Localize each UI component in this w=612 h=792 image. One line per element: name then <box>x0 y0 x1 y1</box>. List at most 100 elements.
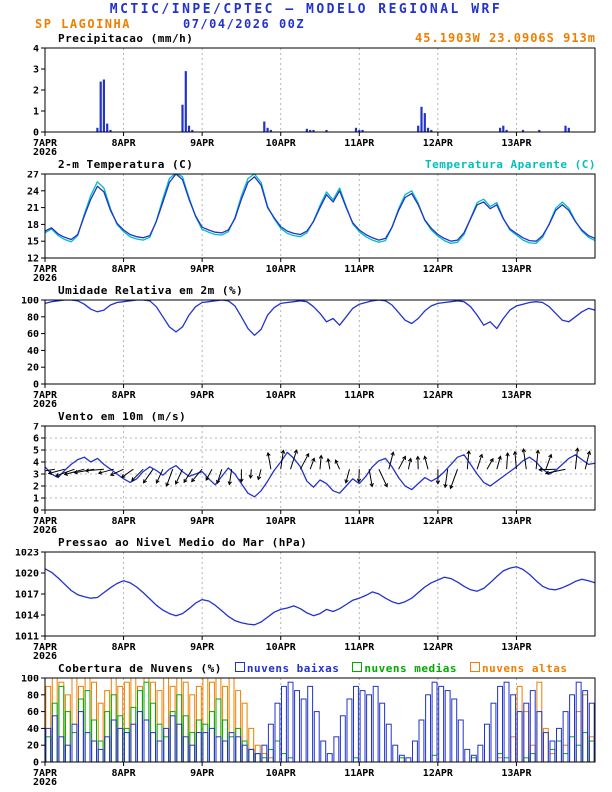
svg-text:5: 5 <box>33 446 39 457</box>
y-axis: 0 20 40 60 80 100 <box>21 297 45 391</box>
svg-text:2026: 2026 <box>33 399 57 409</box>
gridlines <box>123 174 517 258</box>
svg-text:8APR: 8APR <box>112 264 137 275</box>
svg-text:13APR: 13APR <box>501 264 532 275</box>
svg-text:0: 0 <box>33 506 39 517</box>
svg-text:3: 3 <box>33 470 39 481</box>
svg-text:9APR: 9APR <box>190 642 215 653</box>
rh2m-series <box>45 300 595 336</box>
panel-temperature-head: 2-m Temperatura (C) Temperatura Aparente… <box>0 157 612 171</box>
svg-text:1: 1 <box>33 107 39 118</box>
svg-text:12: 12 <box>27 254 39 265</box>
svg-text:10APR: 10APR <box>266 264 297 275</box>
svg-text:8APR: 8APR <box>112 138 137 149</box>
svg-text:7APR: 7APR <box>33 264 58 275</box>
svg-text:9APR: 9APR <box>190 768 215 779</box>
svg-text:8APR: 8APR <box>112 390 137 401</box>
svg-text:1014: 1014 <box>15 611 39 622</box>
temp2m-series <box>45 174 595 245</box>
svg-text:9APR: 9APR <box>190 264 215 275</box>
header-subline: SP LAGOINHA 07/04/2026 00Z <box>0 17 612 31</box>
svg-text:15: 15 <box>27 237 39 248</box>
svg-text:11APR: 11APR <box>344 138 375 149</box>
svg-text:13APR: 13APR <box>501 642 532 653</box>
svg-text:7APR: 7APR <box>33 642 58 653</box>
svg-text:4: 4 <box>33 458 39 469</box>
svg-text:6: 6 <box>33 434 39 445</box>
panel-wind-head: Vento em 10m (m/s) <box>0 409 612 423</box>
page-header: MCTIC/INPE/CPTEC – MODELO REGIONAL WRF S… <box>0 0 612 31</box>
svg-text:7APR: 7APR <box>33 516 58 527</box>
gridlines <box>123 300 517 384</box>
panel-temperature: 2-m Temperatura (C) Temperatura Aparente… <box>0 157 612 283</box>
svg-text:13APR: 13APR <box>501 516 532 527</box>
panel-humidity: Umidade Relativa em 2m (%) 0 20 40 60 80 100 7… <box>0 283 612 409</box>
wind10m-series <box>45 447 595 498</box>
svg-text:12APR: 12APR <box>423 390 454 401</box>
y-axis: 1011 1014 1017 1020 1023 <box>15 549 45 643</box>
panel-title: Pressao ao Nivel Medio do Mar (hPa) <box>58 536 308 549</box>
apparent-temperature-label: Temperatura Aparente (C) <box>425 158 596 171</box>
svg-text:12APR: 12APR <box>423 138 454 149</box>
svg-text:12APR: 12APR <box>423 516 454 527</box>
svg-text:12APR: 12APR <box>423 264 454 275</box>
y-axis: 0 20 40 60 80 100 <box>21 675 45 769</box>
svg-text:7APR: 7APR <box>33 138 58 149</box>
svg-text:40: 40 <box>27 724 39 735</box>
svg-text:2026: 2026 <box>33 147 57 157</box>
y-axis: 0 1 2 3 4 <box>33 45 45 139</box>
y-axis: 12 15 18 21 24 27 <box>27 171 45 265</box>
svg-text:60: 60 <box>27 329 39 340</box>
page-title: MCTIC/INPE/CPTEC – MODELO REGIONAL WRF <box>109 2 503 17</box>
panel-title: Vento em 10m (m/s) <box>58 410 187 423</box>
panel-pressure-head: Pressao ao Nivel Medio do Mar (hPa) <box>0 535 612 549</box>
svg-text:80: 80 <box>27 312 39 323</box>
svg-text:2026: 2026 <box>33 777 57 787</box>
svg-text:1: 1 <box>33 494 39 505</box>
svg-text:9APR: 9APR <box>190 390 215 401</box>
svg-text:60: 60 <box>27 707 39 718</box>
svg-text:0: 0 <box>33 128 39 139</box>
svg-text:1020: 1020 <box>15 569 39 580</box>
svg-text:2: 2 <box>33 482 39 493</box>
svg-text:24: 24 <box>27 186 39 197</box>
svg-text:10APR: 10APR <box>266 390 297 401</box>
svg-text:20: 20 <box>27 741 39 752</box>
svg-text:1023: 1023 <box>15 549 39 559</box>
svg-text:0: 0 <box>33 380 39 391</box>
svg-text:13APR: 13APR <box>501 768 532 779</box>
panel-clouds-head: Cobertura de Nuvens (%) nuvens baixas nu… <box>0 661 612 675</box>
panel-pressure: Pressao ao Nivel Medio do Mar (hPa) 1011… <box>0 535 612 661</box>
svg-text:7: 7 <box>33 423 39 433</box>
svg-text:10APR: 10APR <box>266 768 297 779</box>
svg-text:11APR: 11APR <box>344 264 375 275</box>
gridlines <box>123 678 517 762</box>
panel-clouds: Cobertura de Nuvens (%) nuvens baixas nu… <box>0 661 612 787</box>
legend-nuvens-altas: nuvens altas <box>470 662 567 675</box>
svg-text:8APR: 8APR <box>112 768 137 779</box>
panel-title: Cobertura de Nuvens (%) <box>58 662 222 675</box>
svg-text:0: 0 <box>33 758 39 769</box>
slp-series <box>45 566 595 626</box>
precip-series <box>96 71 570 132</box>
svg-text:7APR: 7APR <box>33 768 58 779</box>
svg-text:11APR: 11APR <box>344 768 375 779</box>
svg-text:11APR: 11APR <box>344 390 375 401</box>
legend-nuvens-baixas: nuvens baixas <box>234 662 340 675</box>
svg-text:2026: 2026 <box>33 525 57 535</box>
svg-text:10APR: 10APR <box>266 516 297 527</box>
panel-title: Umidade Relativa em 2m (%) <box>58 284 244 297</box>
svg-text:8APR: 8APR <box>112 642 137 653</box>
station-name: SP LAGOINHA <box>35 17 131 31</box>
legend-label: nuvens baixas <box>246 662 340 675</box>
mid-clouds-legend-icon <box>352 662 363 672</box>
